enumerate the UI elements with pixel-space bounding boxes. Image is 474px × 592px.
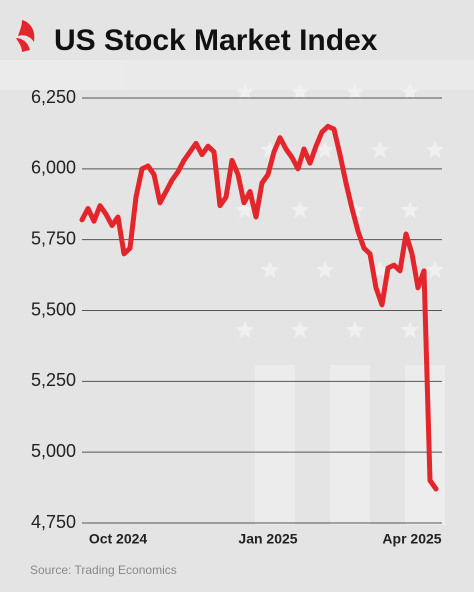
- y-tick-label: 5,750: [31, 228, 76, 248]
- flag-decoration: [0, 60, 474, 525]
- y-tick-label: 4,750: [31, 512, 76, 532]
- x-tick-label: Oct 2024: [89, 531, 148, 547]
- y-tick-label: 6,250: [31, 87, 76, 107]
- logo: [16, 20, 35, 52]
- x-tick-label: Jan 2025: [238, 531, 297, 547]
- source: Source: Trading Economics: [30, 563, 177, 577]
- data-line: [79, 123, 439, 492]
- chart-title: US Stock Market Index: [54, 24, 378, 57]
- y-tick-label: 5,250: [31, 370, 76, 390]
- y-tick-label: 5,500: [31, 299, 76, 319]
- x-tick-label: Apr 2025: [382, 531, 441, 547]
- y-tick-label: 6,000: [31, 158, 76, 178]
- y-tick-label: 5,000: [31, 441, 76, 461]
